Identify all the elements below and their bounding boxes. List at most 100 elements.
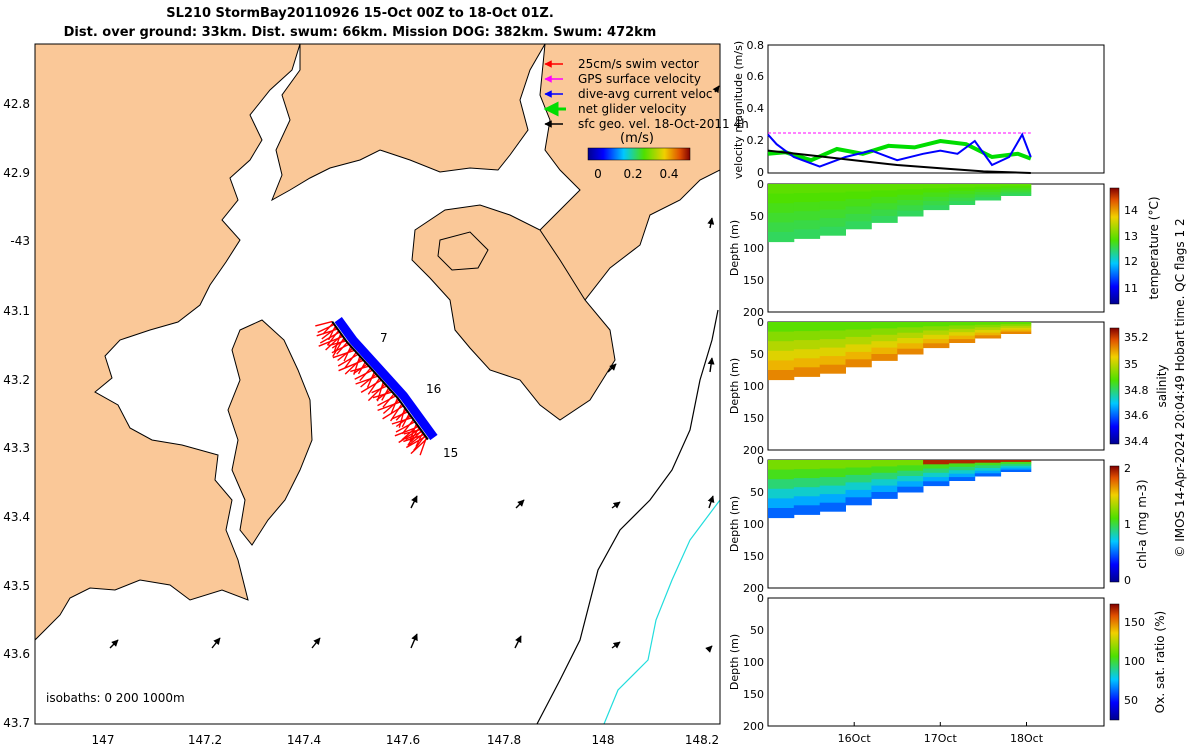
temp-ytick-150: 150 bbox=[743, 274, 764, 287]
section-cell bbox=[974, 184, 1002, 188]
section-cell bbox=[1000, 331, 1032, 334]
section-cell bbox=[819, 209, 846, 219]
section-cell bbox=[819, 460, 846, 469]
chla-ylabel: Depth (m) bbox=[728, 496, 741, 552]
section-cell bbox=[793, 220, 821, 230]
swim-vector bbox=[367, 377, 381, 395]
section-cell bbox=[768, 322, 795, 333]
swim-vector bbox=[331, 343, 350, 354]
time-tick-label: 18Oct bbox=[1010, 732, 1044, 745]
section-cell bbox=[923, 339, 950, 344]
section-cell bbox=[845, 191, 872, 200]
section-cell bbox=[897, 322, 924, 328]
section-cell bbox=[819, 347, 846, 357]
section-cell bbox=[845, 198, 872, 207]
credit-footer: © IMOS 14-Apr-2024 20:04:49 Hobart time.… bbox=[1173, 218, 1187, 557]
ox-ytick-100: 100 bbox=[743, 656, 764, 669]
sal-ylabel: Depth (m) bbox=[728, 358, 741, 414]
time-tick-label: 17Oct bbox=[924, 732, 958, 745]
chla-colorbar bbox=[1109, 465, 1120, 583]
legend-dive-avg: dive-avg current veloc bbox=[578, 87, 713, 101]
temp-cb-label: temperature (°C) bbox=[1147, 197, 1161, 300]
section-cell bbox=[1000, 323, 1032, 327]
swim-vector bbox=[317, 323, 335, 334]
section-cell bbox=[974, 470, 1002, 474]
section-cell bbox=[871, 460, 898, 467]
section-cell bbox=[897, 348, 924, 355]
section-cell bbox=[793, 193, 821, 203]
swim-vector bbox=[337, 347, 354, 362]
swim-vector bbox=[331, 338, 346, 349]
section-cell bbox=[793, 340, 821, 350]
map-xtick-148: 148 bbox=[592, 733, 615, 747]
section-cell bbox=[1000, 465, 1032, 469]
section-cell bbox=[1000, 329, 1032, 333]
section-cell bbox=[819, 201, 846, 211]
map-xtick-147-6: 147.6 bbox=[386, 733, 420, 747]
section-cell bbox=[974, 332, 1002, 336]
section-cell bbox=[793, 367, 821, 377]
section-cell bbox=[1000, 193, 1032, 196]
vel-ytick-0-6: 0.6 bbox=[747, 70, 765, 83]
vel-ytick-0-4: 0.4 bbox=[747, 102, 765, 115]
sfc-geo-arrow bbox=[707, 495, 715, 509]
sfc-geo-arrow bbox=[611, 501, 621, 509]
section-cell bbox=[819, 339, 846, 349]
sfc-geo-arrow bbox=[211, 637, 221, 649]
section-cell bbox=[768, 360, 795, 371]
section-cell bbox=[793, 202, 821, 212]
section-cell bbox=[793, 469, 821, 479]
section-cell bbox=[948, 328, 976, 333]
ox-ytick-0: 0 bbox=[757, 592, 764, 605]
speed-colorbar: (m/s) 0 0.2 0.4 bbox=[587, 131, 691, 181]
velocity-y-ticks: 0 0.2 0.4 0.6 0.8 bbox=[747, 39, 765, 179]
section-cell bbox=[948, 332, 976, 337]
sfc-geo-arrow bbox=[707, 217, 715, 229]
section-cell bbox=[871, 196, 898, 204]
chla-panel: 0 50 100 150 200 Depth (m) 0 1 2 chl-a (… bbox=[728, 454, 1149, 595]
swim-vector bbox=[355, 375, 379, 385]
velocity-ylabel: velocity magnitude (m/s) bbox=[732, 41, 745, 179]
section-cell bbox=[871, 328, 898, 336]
swim-vector bbox=[360, 373, 377, 388]
section-cell bbox=[948, 463, 976, 468]
isobath-note: isobaths: 0 200 1000m bbox=[46, 691, 185, 705]
swim-vector bbox=[367, 383, 386, 402]
swim-vector bbox=[328, 340, 347, 347]
ox-colorbar bbox=[1109, 603, 1120, 721]
legend-net: net glider velocity bbox=[578, 102, 686, 116]
section-cell bbox=[974, 462, 1002, 466]
swim-vector bbox=[315, 320, 333, 327]
sal-colorbar bbox=[1109, 327, 1120, 445]
section-cell bbox=[845, 467, 872, 476]
legend-gps: GPS surface velocity bbox=[578, 72, 701, 86]
dive-avg-band bbox=[334, 316, 438, 441]
section-cell bbox=[845, 206, 872, 215]
section-cell bbox=[974, 465, 1002, 469]
map-xtick-148-2: 148.2 bbox=[685, 733, 719, 747]
section-cell bbox=[819, 364, 846, 374]
section-cell bbox=[948, 339, 976, 343]
ox-cb-label: Ox. sat. ratio (%) bbox=[1153, 611, 1167, 713]
section-cell bbox=[897, 481, 924, 488]
section-cell bbox=[768, 498, 795, 509]
sfc-geo-arrow bbox=[607, 363, 617, 373]
section-cell bbox=[768, 488, 795, 499]
map-ytick-43-5: 43.5 bbox=[3, 579, 30, 593]
section-cell bbox=[923, 326, 950, 332]
map-ytick-43-7: 43.7 bbox=[3, 716, 30, 730]
section-cell bbox=[871, 190, 898, 198]
section-cell bbox=[948, 473, 976, 478]
velocity-series-line bbox=[767, 138, 1032, 163]
land-south-island bbox=[227, 319, 313, 546]
section-cell bbox=[1000, 191, 1032, 195]
chla-ytick-50: 50 bbox=[750, 486, 764, 499]
map-ytick-43-1: 43.1 bbox=[3, 304, 30, 318]
section-cell bbox=[897, 460, 924, 466]
section-cell bbox=[948, 184, 976, 188]
section-cell bbox=[948, 322, 976, 326]
section-cell bbox=[845, 344, 872, 353]
swim-vector bbox=[319, 331, 341, 344]
temp-colorbar bbox=[1109, 187, 1120, 305]
